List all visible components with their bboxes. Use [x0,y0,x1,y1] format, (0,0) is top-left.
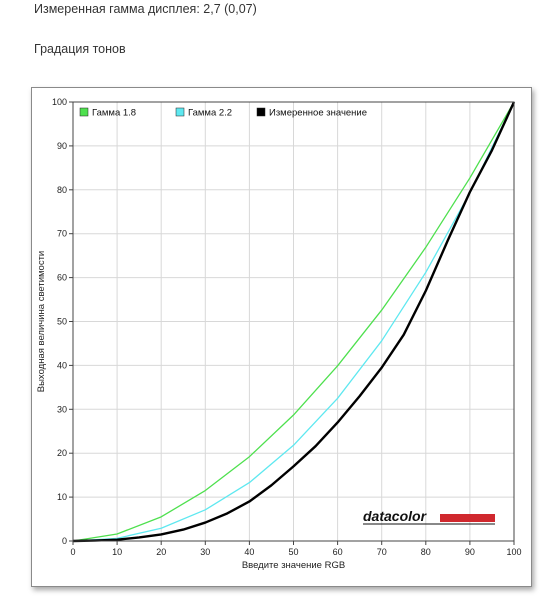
x-tick-label: 50 [288,547,298,557]
x-tick-label: 60 [333,547,343,557]
x-tick-label: 20 [156,547,166,557]
x-tick-label: 30 [200,547,210,557]
y-axis-label: Выходная величина светимости [36,251,47,392]
legend-swatch [79,107,89,117]
y-tick-label: 20 [57,448,67,458]
x-axis-label: Введите значение RGB [242,560,345,571]
datacolor-logo-bar [440,514,495,522]
y-tick-label: 50 [57,317,67,327]
y-tick-label: 30 [57,404,67,414]
section-title: Градация тонов [34,42,126,56]
x-tick-label: 40 [244,547,254,557]
x-tick-label: 70 [377,547,387,557]
x-tick-label: 0 [70,547,75,557]
y-tick-label: 70 [57,229,67,239]
y-tick-label: 10 [57,492,67,502]
tone-gradation-chart: 0 10 20 30 40 50 60 70 80 90 100 0 10 20 30 40 50 60 70 80 9… [36,97,522,571]
y-tick-label: 80 [57,185,67,195]
y-tick-label: 40 [57,360,67,370]
y-tick-label: 60 [57,273,67,283]
series-line [72,101,515,542]
series-line [72,101,515,542]
x-tick-label: 90 [465,547,475,557]
series-line [72,101,516,543]
y-tick-label: 90 [57,141,67,151]
x-tick-label: 80 [421,547,431,557]
y-tick-label: 100 [52,97,67,107]
chart-frame: 0 10 20 30 40 50 60 70 80 90 100 0 10 20 30 40 50 60 70 80 9… [31,87,532,587]
x-tick-label: 100 [506,547,521,557]
x-tick-label: 10 [112,547,122,557]
datacolor-logo-text: datacolor [363,508,428,524]
legend-swatch [175,107,185,117]
measured-gamma-text: Измеренная гамма дисплея: 2,7 (0,07) [34,2,257,16]
legend-label: Измеренное значение [269,108,367,119]
legend-label: Гамма 2.2 [188,108,232,119]
y-tick-label: 0 [62,536,67,546]
legend-swatch [256,107,266,117]
legend-label: Гамма 1.8 [92,108,136,119]
